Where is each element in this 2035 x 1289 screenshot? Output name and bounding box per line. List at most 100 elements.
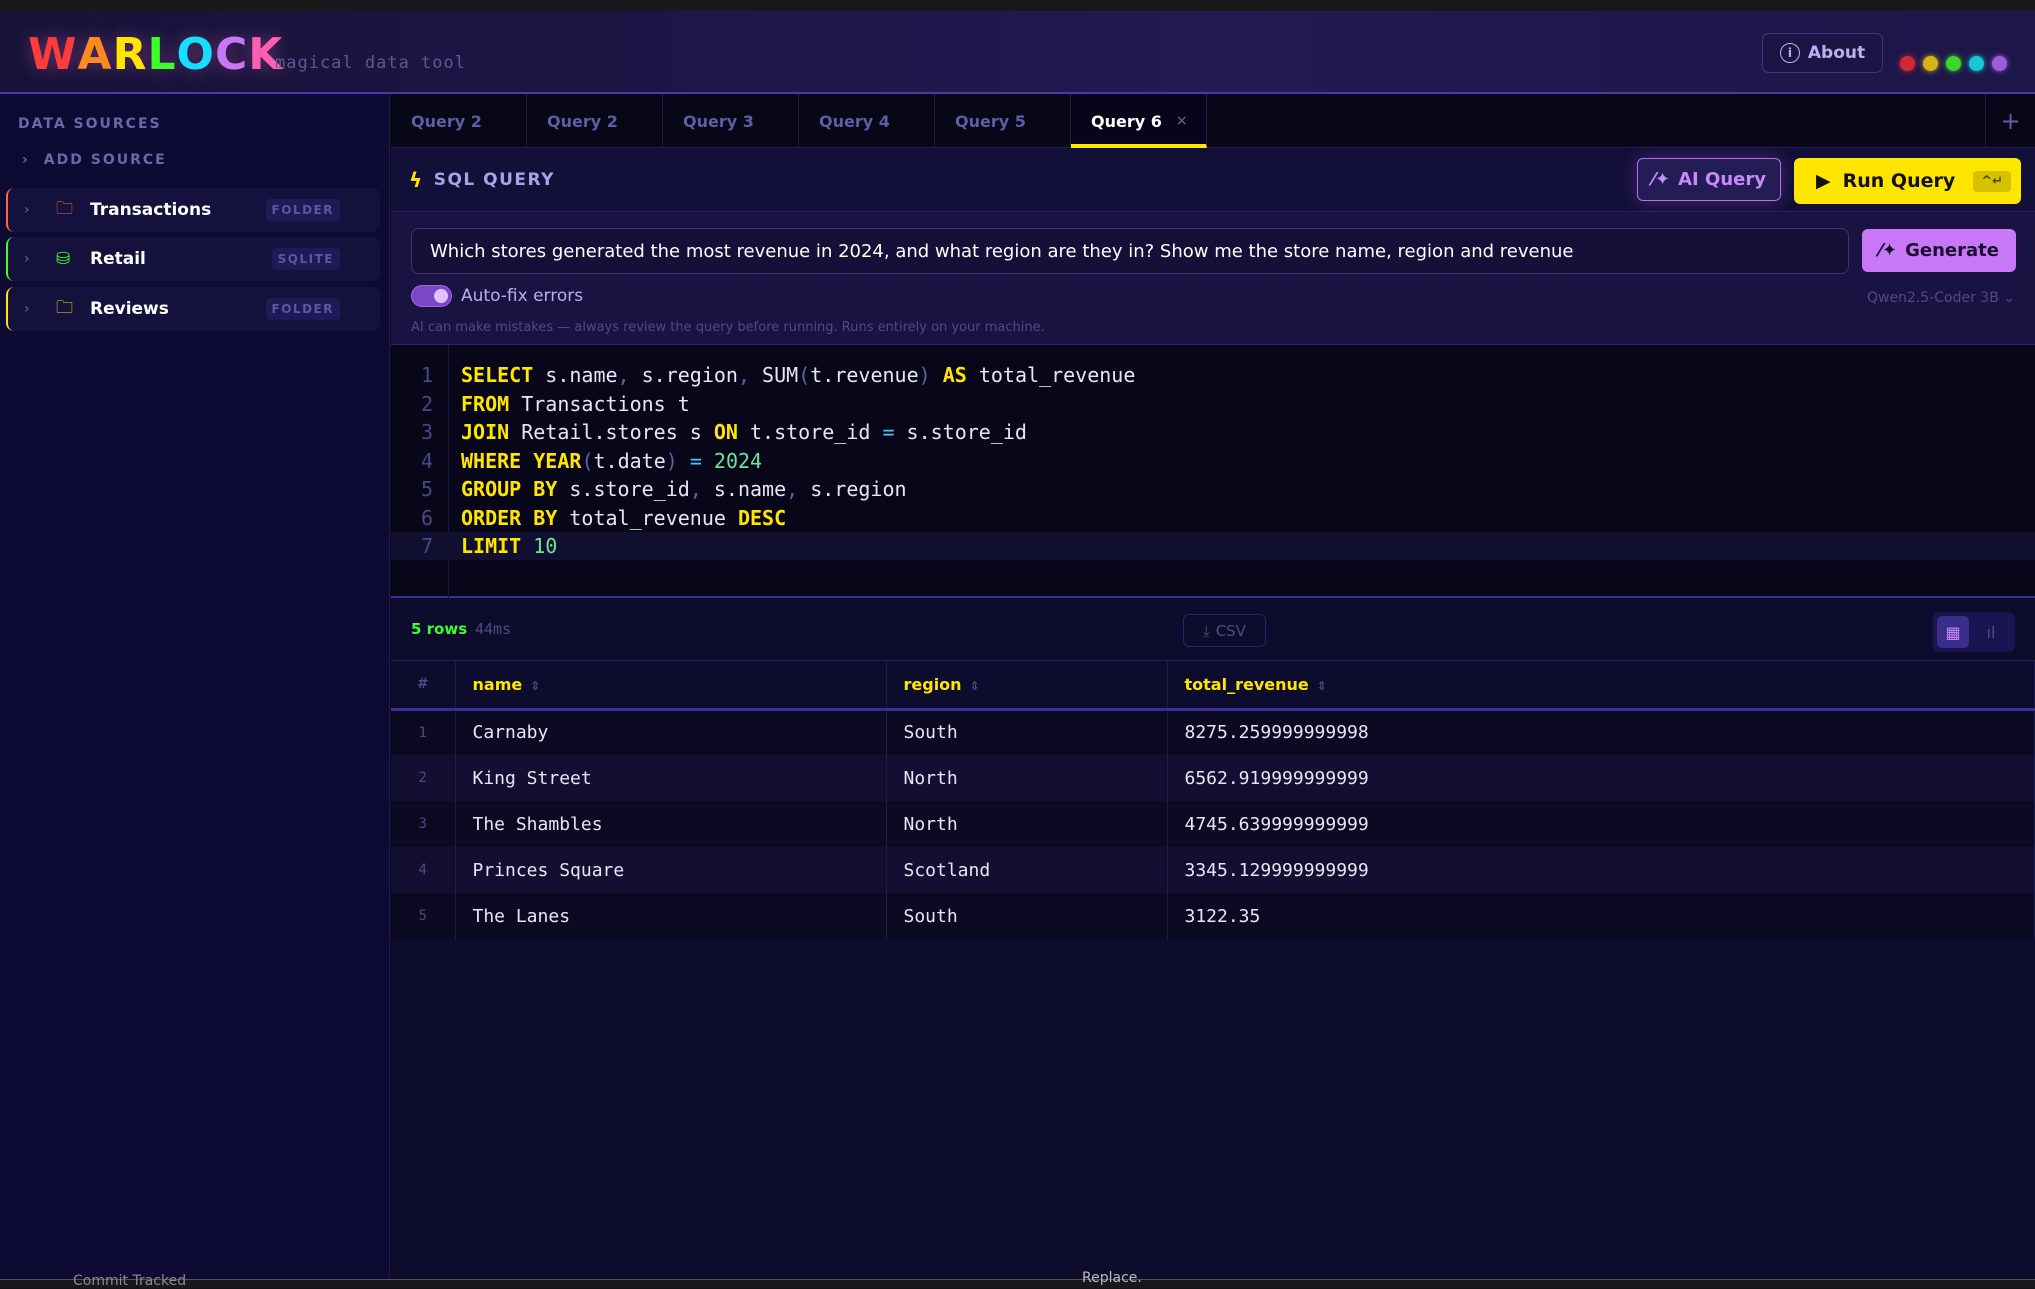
sql-title-label: SQL QUERY	[433, 170, 555, 190]
line-number: 5	[420, 477, 433, 501]
code-token: (	[581, 448, 594, 473]
cell-region: South	[886, 709, 1168, 755]
model-selector[interactable]: Qwen2.5-Coder 3B ⌄	[1867, 290, 2015, 306]
warlock-app: WARLOCK magical data tool i About DATA S…	[0, 11, 2035, 1279]
code-token: ORDER BY	[461, 505, 558, 530]
table-row: 4 Princes Square Scotland 3345.129999999999	[391, 847, 2035, 893]
code-token: ,	[737, 363, 751, 387]
column-label: #	[416, 676, 429, 693]
code-token: t.date	[593, 448, 666, 473]
run-query-button[interactable]: ▶ Run Query ^↵	[1794, 158, 2021, 204]
close-icon[interactable]: ×	[1175, 113, 1188, 129]
data-source-reviews[interactable]: › 🗀 Reviews FOLDER	[6, 287, 380, 331]
add-source-button[interactable]: › ADD SOURCE	[22, 152, 167, 168]
theme-dot[interactable]	[1900, 56, 1915, 71]
chevron-right-icon[interactable]: ›	[24, 202, 30, 218]
lightning-icon: ϟ	[409, 168, 424, 192]
tab-query[interactable]: Query 5	[935, 94, 1071, 148]
query-time: 44ms	[475, 620, 512, 638]
table-grid-icon: ▦	[1945, 622, 1961, 642]
magic-wand-icon: ⁄✦	[1879, 240, 1898, 261]
code-token: Retail.stores s	[509, 420, 714, 444]
code-token: WHERE	[461, 448, 522, 473]
sort-icon[interactable]: ⇕	[530, 678, 541, 693]
line-number: 2	[420, 391, 433, 416]
chart-view-button[interactable]: ıl	[1975, 616, 2007, 648]
theme-dot[interactable]	[1992, 56, 2007, 71]
tab-query[interactable]: Query 6 ×	[1071, 94, 1207, 148]
cell-total_revenue: 8275.259999999998	[1167, 709, 2035, 755]
code-token: s.region	[798, 477, 907, 501]
theme-dot[interactable]	[1946, 56, 1961, 71]
table-row: 3 The Shambles North 4745.639999999999	[391, 801, 2035, 847]
main-panel: Query 2 Query 2 Query 3 Query 4 Query 5 Query…	[391, 94, 2035, 1279]
cell-total_revenue: 4745.639999999999	[1167, 801, 2035, 847]
theme-dot[interactable]	[1969, 56, 1984, 71]
ai-query-button[interactable]: ⁄✦ AI Query	[1637, 158, 1781, 201]
generate-button[interactable]: ⁄✦ Generate	[1862, 229, 2016, 272]
code-token: 2024	[713, 448, 763, 473]
cell-total_revenue: 6562.919999999999	[1167, 755, 2035, 801]
column-header-region[interactable]: region ⇕	[886, 661, 1168, 711]
sql-toolbar: ϟ SQL QUERY ⁄✦ AI Query ▶ Run Query ^↵	[391, 148, 2035, 212]
about-button[interactable]: i About	[1762, 33, 1883, 73]
code-token: DESC	[737, 505, 787, 530]
table-view-button[interactable]: ▦	[1937, 616, 1969, 648]
table-row: 2 King Street North 6562.919999999999	[391, 755, 2035, 801]
results-table: # name ⇕ region ⇕ total_revenue ⇕ 1 Carnaby Sout…	[391, 661, 2035, 939]
background-window-strip: Commit Tracked Replace.	[0, 1270, 2035, 1289]
run-query-label: Run Query	[1842, 170, 1956, 192]
table-row: 5 The Lanes South 3122.35	[391, 893, 2035, 939]
export-csv-button[interactable]: ⤓ CSV	[1183, 614, 1266, 647]
shortcut-hint: ^↵	[1973, 170, 2012, 192]
cell-index: 4	[391, 847, 456, 893]
ai-prompt-input[interactable]: Which stores generated the most revenue …	[411, 228, 1849, 274]
column-header-name[interactable]: name ⇕	[455, 661, 887, 711]
results-panel: 5 rows 44ms ⤓ CSV ▦ ıl # name ⇕ region ⇕ total…	[391, 598, 2035, 1279]
column-label: name	[472, 674, 523, 694]
code-token: =	[689, 448, 702, 473]
data-source-retail[interactable]: › ⛁ Retail SQLITE	[6, 237, 380, 281]
warlock-logo: WARLOCK	[28, 29, 283, 80]
source-name: Transactions	[90, 200, 212, 220]
tab-label: Query 3	[683, 111, 754, 131]
cell-index: 1	[391, 709, 456, 755]
code-token: GROUP BY	[461, 477, 558, 501]
sidebar-title: DATA SOURCES	[18, 116, 162, 132]
code-token	[521, 449, 533, 473]
line-gutter	[391, 345, 449, 598]
code-token: )	[918, 363, 931, 387]
sort-icon[interactable]: ⇕	[969, 678, 980, 693]
code-line: 7 LIMIT 10	[391, 532, 2035, 560]
new-tab-button[interactable]: +	[1985, 94, 2035, 148]
data-source-transactions[interactable]: › 🗀 Transactions FOLDER	[6, 188, 380, 232]
code-token	[931, 363, 943, 387]
code-token: FROM	[461, 391, 510, 416]
sql-editor[interactable]: 1 SELECT s.name, s.region, SUM(t.revenue)…	[391, 345, 2035, 598]
theme-dots	[1900, 56, 2007, 71]
code-token	[521, 534, 533, 558]
query-tabs: Query 2 Query 2 Query 3 Query 4 Query 5 Query…	[391, 94, 2035, 148]
autofix-toggle[interactable]	[411, 285, 452, 307]
chevron-right-icon: ›	[22, 152, 30, 168]
chevron-right-icon[interactable]: ›	[24, 251, 30, 267]
theme-dot[interactable]	[1923, 56, 1938, 71]
cell-region: South	[886, 893, 1168, 939]
column-header-total_revenue[interactable]: total_revenue ⇕	[1167, 661, 2035, 711]
cell-name: The Lanes	[455, 893, 887, 939]
logo-letter: R	[112, 29, 148, 80]
cell-index: 3	[391, 801, 456, 847]
column-header-index: #	[391, 661, 456, 711]
code-token: AS	[942, 363, 967, 387]
chevron-right-icon[interactable]: ›	[24, 301, 30, 317]
sort-icon[interactable]: ⇕	[1316, 678, 1327, 693]
line-number: 1	[420, 363, 433, 387]
tab-query[interactable]: Query 3	[663, 94, 799, 148]
code-token: s.store_id	[557, 477, 690, 501]
tab-query[interactable]: Query 2	[391, 94, 527, 148]
tab-query[interactable]: Query 2	[527, 94, 663, 148]
tab-query[interactable]: Query 4	[799, 94, 935, 148]
code-token: ,	[786, 477, 799, 501]
cell-name: King Street	[455, 755, 887, 801]
ai-query-panel: Which stores generated the most revenue …	[391, 212, 2035, 345]
